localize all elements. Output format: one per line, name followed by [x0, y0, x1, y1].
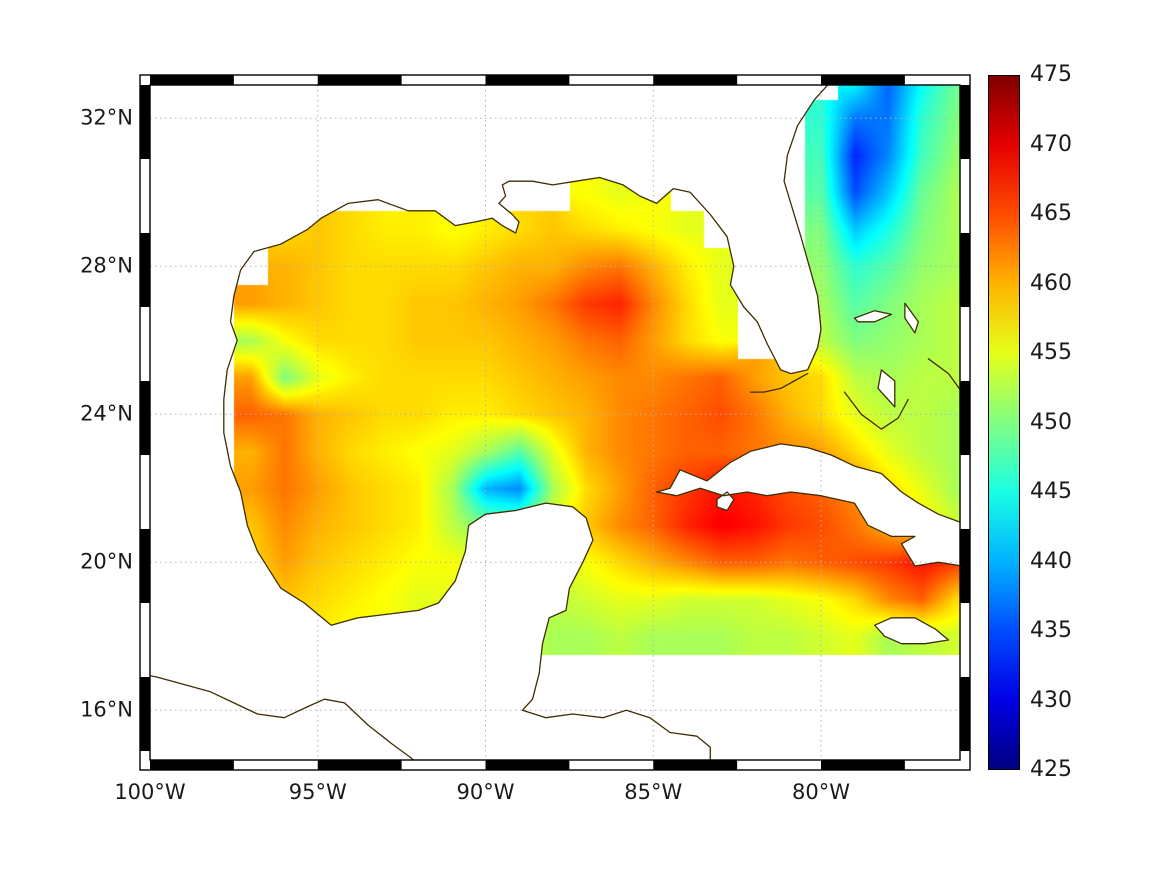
- land-fill-abaco: [904, 303, 919, 333]
- colorbar-tick-label: 455: [1030, 340, 1072, 365]
- colorbar: [988, 75, 1020, 770]
- coastline-isla-de-la-juventud-coast: [716, 491, 735, 512]
- colorbar-tick-label: 435: [1030, 618, 1072, 643]
- land-fill-cuba: [656, 443, 960, 566]
- colorbar-tick-label: 445: [1030, 479, 1072, 504]
- land-fill-jamaica: [874, 617, 949, 644]
- colorbar-tick-label: 465: [1030, 201, 1072, 226]
- x-tick-label: 90°W: [456, 780, 515, 804]
- y-tick-label: 16°N: [80, 697, 133, 722]
- land-fill-north-central-america-mainland: [150, 85, 828, 760]
- colorbar-tick-label: 450: [1030, 409, 1072, 435]
- x-tick-label: 80°W: [792, 780, 850, 804]
- coastline-great-bahama-bank-edge: [843, 391, 909, 430]
- y-tick-label: 20°N: [80, 549, 133, 574]
- y-tick-label: 24°N: [80, 401, 133, 426]
- coastline-grand-bahama-coast: [853, 310, 893, 323]
- coastline-cuba-coast: [655, 443, 960, 567]
- coastline-pacific-coast: [150, 675, 415, 760]
- coastline-abaco-coast: [904, 302, 919, 334]
- colorbar-tick-label: 430: [1030, 687, 1072, 713]
- colorbar-tick-label: 425: [1030, 757, 1072, 782]
- coastline-florida-keys: [749, 372, 809, 393]
- land-fill-grand-bahama: [854, 310, 892, 322]
- colorbar-tick-label: 440: [1030, 548, 1072, 574]
- coastline-jamaica-coast: [874, 617, 950, 645]
- colorbar-tick-label: 460: [1030, 270, 1072, 296]
- coastline-gulf-atlantic-coast: [223, 85, 829, 760]
- y-tick-label: 32°N: [80, 105, 133, 130]
- x-tick-label: 95°W: [288, 780, 347, 804]
- coastline-eleuthera-chain: [927, 358, 960, 391]
- map-frame: [139, 74, 971, 771]
- coastline-andros-coast: [877, 369, 896, 408]
- colorbar-tick-label: 475: [1030, 62, 1072, 87]
- y-tick-label: 28°N: [80, 253, 133, 278]
- land-fill-andros: [878, 369, 895, 407]
- x-tick-label: 100°W: [114, 780, 186, 804]
- x-tick-label: 85°W: [624, 780, 683, 804]
- colorbar-tick-label: 470: [1030, 131, 1072, 157]
- map-layers: [150, 85, 960, 760]
